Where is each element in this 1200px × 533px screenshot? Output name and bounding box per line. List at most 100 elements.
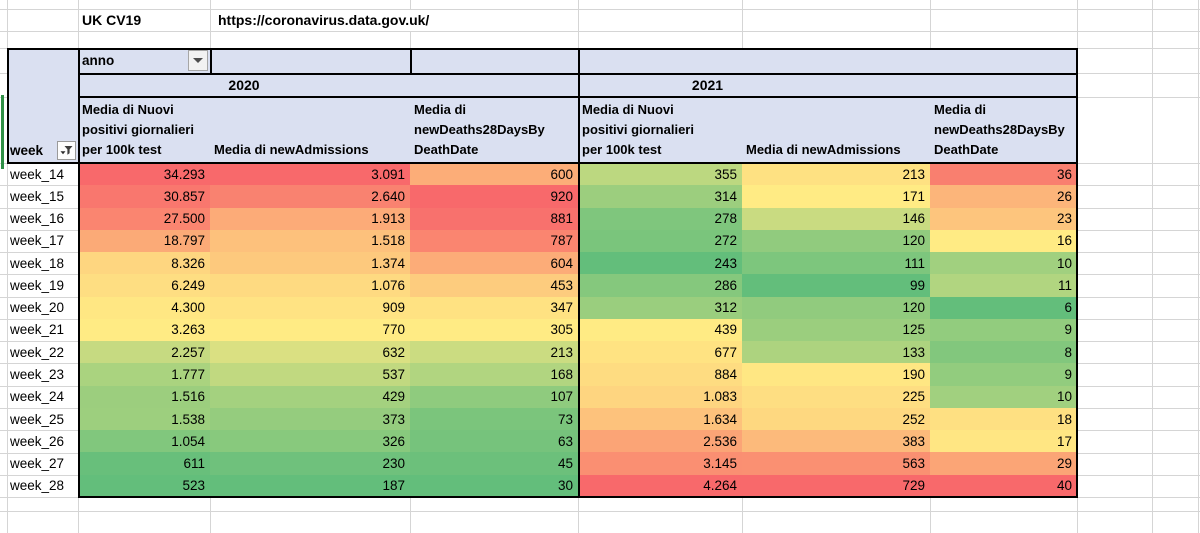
week-row-label[interactable]: week_14 [10, 166, 65, 182]
anno-filter-dropdown-button[interactable] [188, 50, 208, 71]
data-cell[interactable]: 1.516 [78, 385, 210, 408]
data-cell[interactable]: 2.536 [578, 430, 742, 453]
data-cell[interactable]: 10 [930, 252, 1077, 275]
data-cell[interactable]: 11 [930, 274, 1077, 297]
data-cell[interactable]: 729 [742, 474, 930, 497]
data-cell[interactable]: 429 [210, 385, 410, 408]
week-row-label[interactable]: week_26 [10, 433, 65, 449]
data-cell[interactable]: 1.083 [578, 385, 742, 408]
data-cell[interactable]: 611 [78, 452, 210, 475]
week-row-label[interactable]: week_19 [10, 277, 65, 293]
anno-filter-label[interactable]: anno [82, 53, 115, 68]
data-cell[interactable]: 2.257 [78, 341, 210, 364]
data-cell[interactable]: 1.374 [210, 252, 410, 275]
data-cell[interactable]: 26 [930, 185, 1077, 208]
data-cell[interactable]: 10 [930, 385, 1077, 408]
week-filter-button[interactable] [57, 141, 76, 160]
data-cell[interactable]: 111 [742, 252, 930, 275]
data-cell[interactable]: 347 [410, 296, 578, 319]
data-cell[interactable]: 1.538 [78, 407, 210, 431]
data-cell[interactable]: 6 [930, 296, 1077, 319]
data-cell[interactable]: 120 [742, 229, 930, 253]
data-cell[interactable]: 920 [410, 185, 578, 208]
week-row-label[interactable]: week_23 [10, 367, 65, 383]
data-cell[interactable]: 171 [742, 185, 930, 208]
year-header-2021[interactable]: 2021 [691, 77, 724, 93]
data-cell[interactable]: 190 [742, 363, 930, 386]
data-cell[interactable]: 1.054 [78, 430, 210, 453]
data-cell[interactable]: 8 [930, 341, 1077, 364]
data-cell[interactable]: 439 [578, 318, 742, 342]
data-cell[interactable]: 770 [210, 318, 410, 342]
data-cell[interactable]: 383 [742, 430, 930, 453]
data-cell[interactable]: 252 [742, 407, 930, 431]
data-cell[interactable]: 27.500 [78, 207, 210, 230]
data-cell[interactable]: 120 [742, 296, 930, 319]
data-cell[interactable]: 40 [930, 474, 1077, 497]
data-cell[interactable]: 225 [742, 385, 930, 408]
data-cell[interactable]: 107 [410, 385, 578, 408]
data-cell[interactable]: 30.857 [78, 185, 210, 208]
year-header-2020[interactable]: 2020 [228, 77, 260, 93]
measure-header-cell[interactable]: Media di Nuovi positivi giornalieri per … [82, 102, 194, 157]
measure-header-cell[interactable]: Media di newAdmissions [746, 142, 901, 157]
data-cell[interactable]: 453 [410, 274, 578, 297]
data-cell[interactable]: 30 [410, 474, 578, 497]
week-row-label[interactable]: week_21 [10, 322, 65, 338]
measure-header-cell[interactable]: Media di newAdmissions [214, 142, 369, 157]
data-cell[interactable]: 9 [930, 318, 1077, 342]
data-cell[interactable]: 1.518 [210, 229, 410, 253]
week-row-label[interactable]: week_15 [10, 188, 65, 204]
data-cell[interactable]: 45 [410, 452, 578, 475]
week-row-label[interactable]: week_22 [10, 344, 65, 360]
data-cell[interactable]: 884 [578, 363, 742, 386]
data-cell[interactable]: 600 [410, 163, 578, 186]
data-cell[interactable]: 3.091 [210, 163, 410, 186]
sheet-title-cell[interactable]: UK CV19 [82, 12, 142, 28]
data-cell[interactable]: 787 [410, 229, 578, 253]
week-row-label[interactable]: week_16 [10, 211, 65, 227]
measure-header-cell[interactable]: Media di Nuovi positivi giornalieri per … [582, 102, 694, 157]
data-cell[interactable]: 286 [578, 274, 742, 297]
data-cell[interactable]: 243 [578, 252, 742, 275]
source-url-cell[interactable]: https://coronavirus.data.gov.uk/ [218, 12, 430, 28]
data-cell[interactable]: 9 [930, 363, 1077, 386]
data-cell[interactable]: 326 [210, 430, 410, 453]
data-cell[interactable]: 312 [578, 296, 742, 319]
week-row-label[interactable]: week_24 [10, 389, 65, 405]
week-row-label[interactable]: week_28 [10, 478, 65, 494]
measure-header-cell[interactable]: Media di newDeaths28DaysBy DeathDate [414, 102, 545, 157]
data-cell[interactable]: 168 [410, 363, 578, 386]
data-cell[interactable]: 1.634 [578, 407, 742, 431]
data-cell[interactable]: 187 [210, 474, 410, 497]
data-cell[interactable]: 213 [742, 163, 930, 186]
data-cell[interactable]: 18.797 [78, 229, 210, 253]
data-cell[interactable]: 213 [410, 341, 578, 364]
data-cell[interactable]: 632 [210, 341, 410, 364]
data-cell[interactable]: 4.300 [78, 296, 210, 319]
data-cell[interactable]: 29 [930, 452, 1077, 475]
measure-header-cell[interactable]: Media di newDeaths28DaysBy DeathDate [934, 102, 1065, 157]
data-cell[interactable]: 1.777 [78, 363, 210, 386]
data-cell[interactable]: 3.263 [78, 318, 210, 342]
week-row-label[interactable]: week_20 [10, 300, 65, 316]
week-row-label[interactable]: week_27 [10, 456, 65, 472]
data-cell[interactable]: 604 [410, 252, 578, 275]
data-cell[interactable]: 3.145 [578, 452, 742, 475]
data-cell[interactable]: 36 [930, 163, 1077, 186]
data-cell[interactable]: 305 [410, 318, 578, 342]
data-cell[interactable]: 18 [930, 407, 1077, 431]
data-cell[interactable]: 99 [742, 274, 930, 297]
data-cell[interactable]: 73 [410, 407, 578, 431]
data-cell[interactable]: 230 [210, 452, 410, 475]
data-cell[interactable]: 881 [410, 207, 578, 230]
week-row-label[interactable]: week_25 [10, 411, 65, 427]
week-row-label[interactable]: week_17 [10, 233, 65, 249]
data-cell[interactable]: 563 [742, 452, 930, 475]
data-cell[interactable]: 1.076 [210, 274, 410, 297]
week-row-label[interactable]: week_18 [10, 255, 65, 271]
data-cell[interactable]: 278 [578, 207, 742, 230]
data-cell[interactable]: 8.326 [78, 252, 210, 275]
week-field-label[interactable]: week [10, 143, 44, 158]
data-cell[interactable]: 523 [78, 474, 210, 497]
